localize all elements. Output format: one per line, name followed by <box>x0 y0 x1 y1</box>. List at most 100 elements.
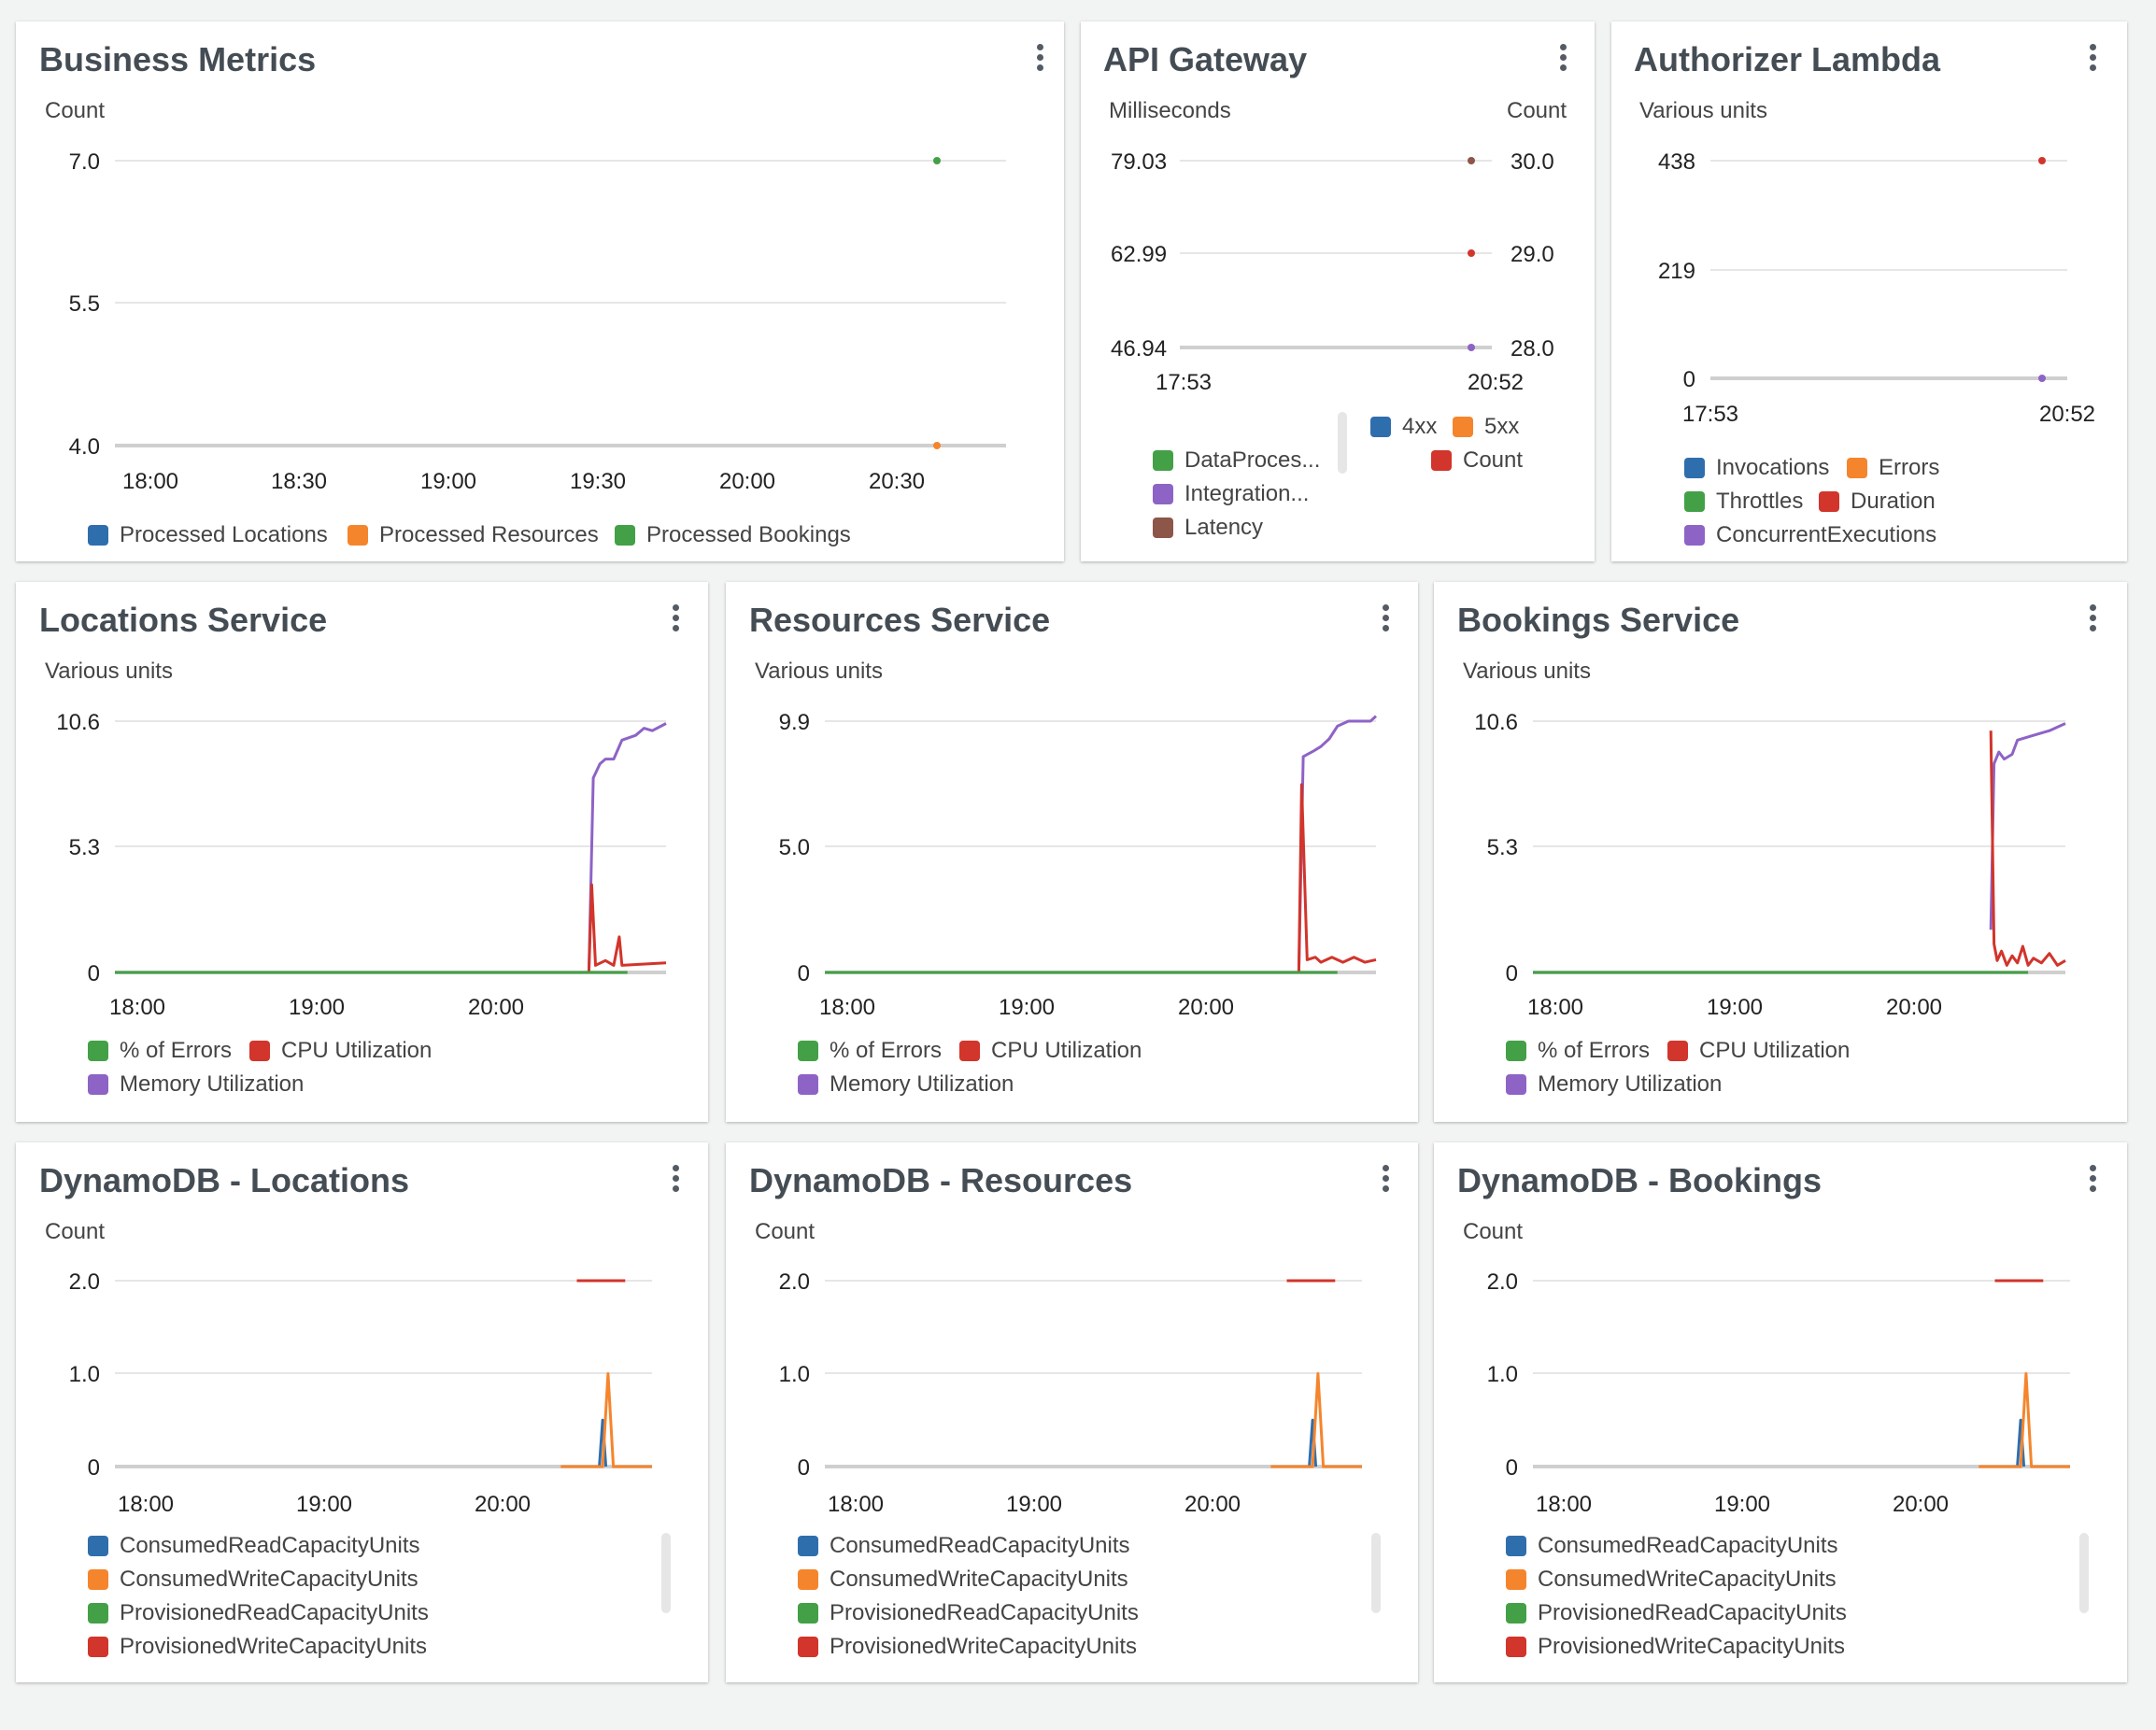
series-line-consumedwritecapacityunits <box>560 1372 652 1468</box>
chart: 79.03 62.99 46.94 30.0 29.0 28.0 17:53 2… <box>1111 149 1554 395</box>
data-point-count <box>1468 249 1475 257</box>
legend-swatch <box>1506 1074 1526 1095</box>
legend-item[interactable]: % of Errors <box>88 1038 232 1064</box>
widget-locations-service: Locations Service Various units 10.6 5.3… <box>16 582 708 1122</box>
legend-scrollbar[interactable] <box>1371 1533 1381 1613</box>
legend-swatch <box>798 1569 818 1590</box>
more-options-icon[interactable] <box>666 1163 685 1195</box>
widget-title: Authorizer Lambda <box>1634 40 1941 78</box>
legend-item[interactable]: 4xx <box>1370 414 1437 440</box>
x-tick-label: 17:53 <box>1682 402 1738 427</box>
legend-item[interactable]: ConsumedWriteCapacityUnits <box>1506 1567 1837 1593</box>
y-tick-label: 9.9 <box>779 710 810 735</box>
more-options-icon[interactable] <box>1553 42 1572 74</box>
legend-item[interactable]: Processed Locations <box>88 522 328 548</box>
legend-item[interactable]: ConsumedWriteCapacityUnits <box>798 1567 1128 1593</box>
y-axis-unit: Count <box>755 1219 816 1244</box>
x-tick-label: 20:00 <box>1184 1492 1241 1517</box>
x-tick-label: 17:53 <box>1156 370 1212 395</box>
legend-scrollbar[interactable] <box>661 1533 671 1613</box>
legend-item[interactable]: ProvisionedWriteCapacityUnits <box>88 1634 427 1660</box>
legend-item[interactable]: ProvisionedWriteCapacityUnits <box>1506 1634 1845 1660</box>
x-tick-label: 18:00 <box>828 1492 884 1517</box>
legend-item[interactable]: Memory Utilization <box>88 1071 304 1098</box>
legend-item[interactable]: CPU Utilization <box>959 1038 1142 1064</box>
legend-item[interactable]: ProvisionedWriteCapacityUnits <box>798 1634 1137 1660</box>
legend-item[interactable]: ConsumedReadCapacityUnits <box>1506 1533 1838 1559</box>
legend-item[interactable]: Processed Resources <box>348 522 599 548</box>
legend-item[interactable]: Processed Bookings <box>615 522 851 548</box>
series-line-consumedreadcapacityunits <box>1276 1418 1318 1468</box>
legend-item[interactable]: Memory Utilization <box>798 1071 1014 1098</box>
legend-swatch <box>798 1041 818 1061</box>
legend-swatch <box>88 525 108 546</box>
legend-item[interactable]: % of Errors <box>798 1038 942 1064</box>
series-line-memory-utilization <box>1989 722 2066 930</box>
y-axis-unit-left: Milliseconds <box>1109 98 1231 123</box>
x-tick-label: 18:30 <box>271 469 327 494</box>
legend-item[interactable]: Duration <box>1819 489 1936 515</box>
more-options-icon[interactable] <box>1376 603 1395 634</box>
y-axis-unit: Various units <box>755 659 883 684</box>
series-line-consumedreadcapacityunits <box>1984 1418 2026 1468</box>
legend-swatch <box>88 1603 108 1624</box>
legend-swatch <box>1370 417 1391 437</box>
y-axis-unit: Count <box>45 98 106 123</box>
y-tick-label: 2.0 <box>69 1269 100 1295</box>
legend-item[interactable]: CPU Utilization <box>249 1038 432 1064</box>
widget-title: DynamoDB - Resources <box>749 1161 1133 1199</box>
more-options-icon[interactable] <box>2083 1163 2102 1195</box>
more-options-icon[interactable] <box>1030 42 1049 74</box>
legend-item[interactable]: Invocations <box>1684 455 1829 481</box>
legend-item[interactable]: Throttles <box>1684 489 1803 515</box>
legend-item[interactable]: ProvisionedReadCapacityUnits <box>1506 1600 1847 1626</box>
legend-item[interactable]: % of Errors <box>1506 1038 1650 1064</box>
legend-item[interactable]: CPU Utilization <box>1667 1038 1850 1064</box>
y-tick-label: 5.3 <box>1487 835 1518 860</box>
x-tick-label: 20:00 <box>1886 995 1942 1020</box>
legend-item[interactable]: Latency <box>1153 515 1263 541</box>
more-options-icon[interactable] <box>2083 603 2102 634</box>
legend-swatch <box>88 1041 108 1061</box>
legend-swatch <box>1453 417 1473 437</box>
more-options-icon[interactable] <box>2083 42 2102 74</box>
legend-swatch <box>798 1074 818 1095</box>
y-tick-label: 2.0 <box>779 1269 810 1295</box>
series-line-memory-utilization <box>825 715 1378 974</box>
more-options-icon[interactable] <box>666 603 685 634</box>
legend-item[interactable]: ConsumedReadCapacityUnits <box>798 1533 1130 1559</box>
legend-item[interactable]: Errors <box>1847 455 1939 481</box>
y-tick-label-left: 46.94 <box>1111 336 1167 362</box>
x-tick-label: 20:00 <box>475 1492 531 1517</box>
legend-swatch <box>88 1536 108 1556</box>
legend-item[interactable]: DataProces... <box>1153 447 1320 474</box>
more-options-icon[interactable] <box>1376 1163 1395 1195</box>
y-tick-label: 5.5 <box>69 291 100 317</box>
legend-swatch <box>1506 1536 1526 1556</box>
chart: 10.6 5.3 0 18:00 19:00 20:00 <box>56 710 667 1020</box>
legend-item[interactable]: ProvisionedReadCapacityUnits <box>798 1600 1139 1626</box>
widget-title: DynamoDB - Bookings <box>1457 1161 1823 1199</box>
legend-scrollbar[interactable] <box>2079 1533 2089 1613</box>
chart: 2.0 1.0 0 18:00 19:00 20:00 <box>69 1269 652 1517</box>
legend-item[interactable]: Count <box>1431 447 1523 474</box>
legend-item[interactable]: ConcurrentExecutions <box>1684 522 1936 548</box>
legend-scrollbar[interactable] <box>1338 412 1347 474</box>
data-point-latency <box>1468 157 1475 164</box>
legend-item[interactable]: Integration... <box>1153 481 1309 507</box>
legend-item[interactable]: Memory Utilization <box>1506 1071 1722 1098</box>
legend-item[interactable]: ConsumedWriteCapacityUnits <box>88 1567 418 1593</box>
legend-item[interactable]: 5xx <box>1453 414 1519 440</box>
legend-swatch <box>1684 525 1705 546</box>
x-tick-label: 20:00 <box>1178 995 1234 1020</box>
data-point-processed-resources <box>933 442 941 449</box>
widget-title: DynamoDB - Locations <box>39 1161 410 1199</box>
legend-swatch <box>1847 458 1867 478</box>
legend-item[interactable]: ProvisionedReadCapacityUnits <box>88 1600 429 1626</box>
data-point-duration <box>2038 157 2046 164</box>
x-tick-label: 19:00 <box>1707 995 1763 1020</box>
series-line-memory-utilization <box>115 722 667 974</box>
legend-swatch <box>798 1603 818 1624</box>
x-tick-label: 19:00 <box>999 995 1055 1020</box>
legend-item[interactable]: ConsumedReadCapacityUnits <box>88 1533 420 1559</box>
